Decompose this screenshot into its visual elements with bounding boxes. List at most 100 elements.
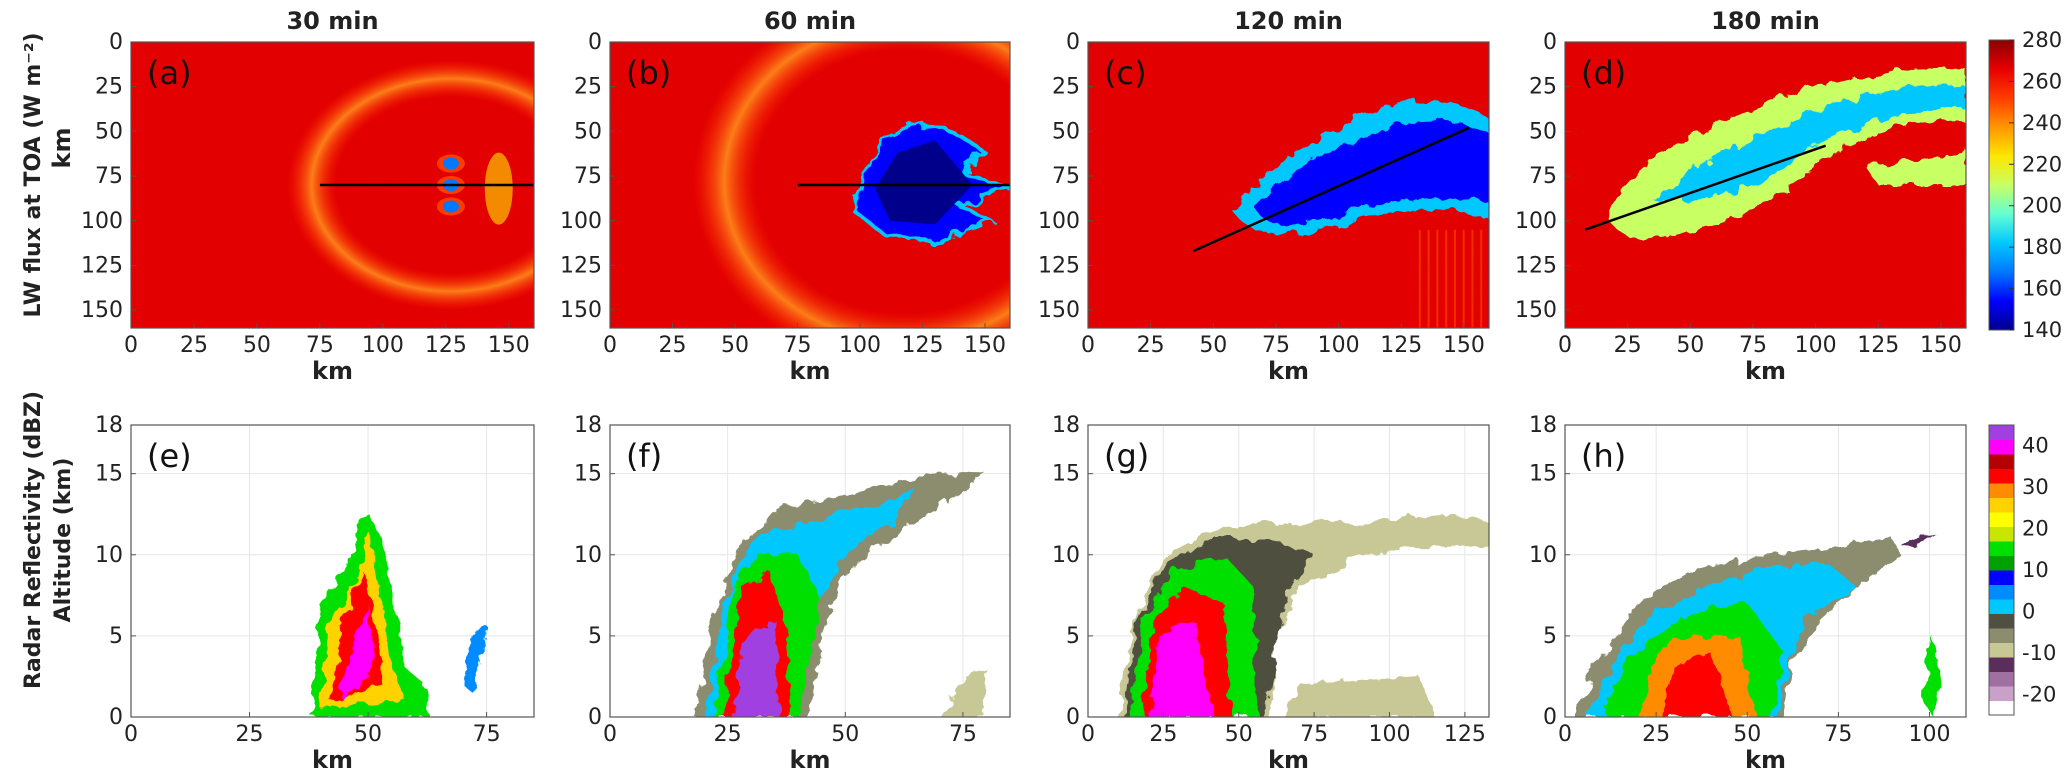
x-tick-label: 50	[1225, 722, 1253, 747]
y-tick-label: 0	[588, 30, 602, 55]
x-tick-label: 125	[1380, 333, 1422, 358]
panel-title: 30 min	[286, 7, 378, 35]
panel-field-4	[131, 425, 534, 717]
x-tick-label: 0	[124, 333, 138, 358]
wave-stripe	[1471, 229, 1474, 328]
panel-letter: (b)	[626, 54, 671, 92]
x-tick-label: 100	[1909, 722, 1951, 747]
colorbar-tick-label: 10	[2022, 558, 2049, 582]
y-tick-label: 150	[1038, 298, 1080, 323]
panel-field-5	[610, 425, 1010, 717]
x-axis-label: km	[1268, 357, 1309, 385]
x-axis-label: km	[312, 357, 353, 385]
y-tick-label: 10	[1052, 543, 1080, 568]
panel-letter: (a)	[147, 54, 192, 92]
x-tick-label: 0	[1558, 333, 1572, 358]
wave-stripe	[1453, 229, 1456, 328]
y-tick-label: 25	[1052, 75, 1080, 100]
panel-field-3	[1565, 42, 1966, 328]
wave-stripe	[1436, 229, 1439, 328]
panel-letter: (f)	[626, 437, 662, 475]
x-tick-label: 50	[243, 333, 271, 358]
y-tick-label: 125	[1038, 253, 1080, 278]
axis-frame	[1087, 424, 1490, 718]
y-tick-label: 18	[1529, 413, 1557, 438]
panel-field-0	[131, 42, 534, 328]
colorbar-tick-label: 180	[2022, 235, 2062, 259]
reflectivity-region	[339, 603, 373, 701]
anvil-core	[1652, 84, 1966, 201]
y-tick-label: 50	[1529, 119, 1557, 144]
colorbar-level	[1989, 686, 2014, 701]
x-tick-label: 25	[659, 333, 687, 358]
y-tick-label: 0	[109, 30, 123, 55]
reflectivity-region	[1148, 619, 1215, 717]
axis-frame	[130, 424, 535, 718]
colorbar-level	[1989, 584, 2014, 600]
axis-frame	[609, 41, 1011, 329]
colorbar-level	[1989, 700, 2014, 716]
y-tick-label: 5	[588, 624, 602, 649]
colorbar-level	[1989, 599, 2014, 614]
row-label-bottom-line2: Altitude (km)	[51, 458, 76, 623]
x-tick-label: 100	[839, 333, 881, 358]
x-axis-label: km	[1268, 746, 1309, 774]
x-tick-label: 75	[1824, 722, 1852, 747]
x-tick-label: 150	[1443, 333, 1485, 358]
panel-title: 60 min	[764, 7, 856, 35]
colorbar-level	[1989, 613, 2014, 629]
y-tick-label: 0	[1066, 30, 1080, 55]
colorbar-level	[1989, 657, 2014, 672]
y-tick-label: 10	[95, 543, 123, 568]
x-tick-label: 75	[473, 722, 501, 747]
x-axis-label: km	[312, 746, 353, 774]
y-tick-label: 100	[1038, 209, 1080, 234]
row-label-bottom: Radar Reflectivity (dBZ) Altitude (km)	[21, 391, 76, 689]
axis-frame	[609, 424, 1011, 718]
y-tick-label: 0	[588, 705, 602, 730]
panel-title: 120 min	[1234, 7, 1343, 35]
panel-letter: (e)	[147, 437, 192, 475]
colorbar-level	[1989, 628, 2014, 643]
x-tick-label: 50	[1733, 722, 1761, 747]
colorbar-tick-label: -10	[2022, 641, 2056, 665]
colorbar-tick-label: 160	[2022, 277, 2062, 301]
x-tick-label: 0	[124, 722, 138, 747]
y-tick-label: 25	[95, 75, 123, 100]
colorbar-level	[1989, 526, 2014, 542]
y-tick-label: 10	[574, 543, 602, 568]
x-tick-label: 100	[1795, 333, 1837, 358]
reflectivity-region	[1659, 652, 1733, 717]
reflectivity-region	[1283, 676, 1435, 717]
y-tick-label: 15	[574, 462, 602, 487]
x-axis-label: km	[790, 357, 831, 385]
panel-letter: (c)	[1104, 54, 1147, 92]
y-tick-label: 75	[95, 164, 123, 189]
x-tick-label: 0	[1081, 722, 1095, 747]
x-tick-label: 100	[1369, 722, 1411, 747]
colorbar-tick-label: 140	[2022, 318, 2062, 342]
y-tick-label: 5	[109, 624, 123, 649]
y-tick-label: 18	[574, 413, 602, 438]
x-tick-label: 25	[714, 722, 742, 747]
y-tick-label: 25	[1529, 75, 1557, 100]
x-tick-label: 125	[902, 333, 944, 358]
reflectivity-region	[1922, 635, 1941, 717]
x-tick-label: 75	[306, 333, 334, 358]
x-tick-label: 0	[1081, 333, 1095, 358]
x-tick-label: 25	[1614, 333, 1642, 358]
colorbar-level	[1989, 425, 2014, 440]
x-tick-label: 25	[1137, 333, 1165, 358]
y-tick-label: 18	[95, 413, 123, 438]
y-tick-label: 50	[1052, 119, 1080, 144]
panel-field-6	[1088, 425, 1489, 717]
colorbar-level	[1989, 555, 2014, 571]
y-tick-label: 75	[1529, 164, 1557, 189]
x-tick-label: 125	[425, 333, 467, 358]
x-tick-label: 75	[784, 333, 812, 358]
x-tick-label: 25	[180, 333, 208, 358]
y-tick-label: 0	[1543, 30, 1557, 55]
x-axis-label: km	[1745, 357, 1786, 385]
